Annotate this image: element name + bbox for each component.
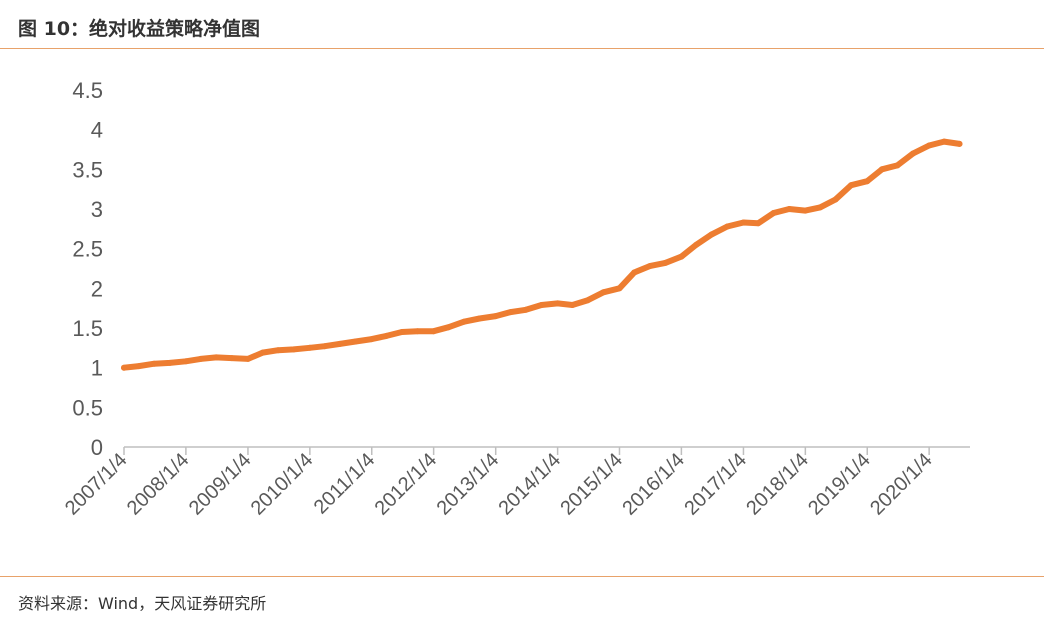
data-point — [740, 219, 747, 226]
data-point — [368, 336, 375, 343]
data-point — [832, 196, 839, 203]
data-point — [584, 297, 591, 304]
x-tick-label: 2013/1/4 — [433, 449, 504, 520]
data-point — [414, 328, 421, 335]
x-tick-label: 2008/1/4 — [123, 449, 194, 520]
data-point — [337, 340, 343, 347]
data-point — [554, 300, 561, 307]
data-point — [398, 329, 405, 335]
x-tick-label: 2019/1/4 — [804, 449, 875, 520]
data-point — [941, 138, 948, 145]
x-tick-label: 2009/1/4 — [185, 449, 256, 520]
y-tick-label: 2 — [91, 276, 103, 301]
y-tick-label: 1 — [91, 356, 103, 381]
y-tick-label: 2.5 — [72, 237, 103, 262]
y-axis-ticks: 0 0.5 1 1.5 2 2.5 3 3.5 4 4.5 — [72, 78, 103, 460]
y-tick-label: 4 — [91, 118, 103, 143]
data-point — [445, 324, 452, 331]
x-tick-label: 2012/1/4 — [371, 449, 442, 520]
x-tick-label: 2010/1/4 — [247, 449, 318, 520]
chart-title: 图 10：绝对收益策略净值图 — [18, 18, 261, 40]
data-point — [197, 355, 204, 362]
data-point — [770, 210, 777, 216]
y-tick-label: 0.5 — [72, 395, 103, 420]
data-point — [817, 204, 824, 211]
data-point — [461, 318, 467, 325]
data-point — [724, 223, 731, 230]
y-tick-label: 0 — [91, 435, 103, 460]
x-tick-label: 2020/1/4 — [866, 449, 937, 520]
data-point — [662, 259, 669, 266]
data-point — [121, 364, 127, 371]
data-point — [693, 241, 700, 248]
data-point — [646, 263, 653, 270]
data-point — [166, 359, 173, 366]
data-point — [151, 360, 158, 367]
data-point — [383, 332, 390, 339]
data-point — [352, 338, 359, 345]
data-point — [879, 166, 885, 173]
data-point — [708, 231, 715, 238]
data-point — [522, 306, 529, 313]
x-tick-label: 2011/1/4 — [310, 449, 380, 519]
data-point — [476, 315, 483, 322]
data-point — [600, 289, 607, 296]
data-point — [135, 363, 142, 370]
data-point — [213, 354, 220, 361]
x-tick-label: 2017/1/4 — [680, 449, 751, 520]
data-point — [894, 162, 901, 169]
data-point — [678, 253, 685, 260]
data-point — [538, 302, 545, 308]
data-point — [616, 285, 623, 292]
x-tick-label: 2016/1/4 — [618, 449, 689, 520]
top-divider — [0, 48, 1044, 49]
series-line — [121, 138, 963, 371]
y-tick-label: 1.5 — [72, 316, 103, 341]
data-point — [321, 343, 328, 350]
data-point — [259, 349, 266, 356]
x-tick-label: 2015/1/4 — [556, 449, 627, 520]
bottom-divider — [0, 576, 1044, 577]
data-point — [182, 358, 189, 365]
data-point — [228, 355, 235, 362]
y-tick-label: 4.5 — [72, 78, 103, 103]
data-point — [926, 142, 933, 149]
data-point — [631, 269, 638, 276]
data-point — [956, 140, 963, 147]
data-point — [755, 220, 762, 227]
y-tick-label: 3.5 — [72, 157, 103, 182]
x-axis-ticks: 2007/1/42008/1/42009/1/42010/1/42011/1/4… — [61, 447, 937, 520]
data-point — [275, 347, 282, 354]
series-layer — [121, 138, 963, 371]
data-point — [430, 328, 437, 335]
data-point — [306, 344, 313, 351]
source-note: 资料来源：Wind，天风证券研究所 — [18, 594, 267, 613]
x-tick-label: 2014/1/4 — [495, 449, 566, 520]
x-tick-label: 2018/1/4 — [742, 449, 813, 520]
data-point — [848, 182, 855, 189]
data-point — [569, 302, 576, 308]
data-point — [290, 346, 297, 353]
data-point — [507, 309, 514, 316]
data-point — [802, 207, 809, 214]
line-chart: 0 0.5 1 1.5 2 2.5 3 3.5 4 4.5 2007/1/42008/1/4200… — [61, 78, 970, 520]
data-point — [910, 150, 916, 157]
y-tick-label: 3 — [91, 197, 103, 222]
data-point — [492, 313, 499, 320]
data-point — [786, 206, 793, 212]
data-point — [245, 355, 251, 362]
data-point — [864, 178, 871, 185]
